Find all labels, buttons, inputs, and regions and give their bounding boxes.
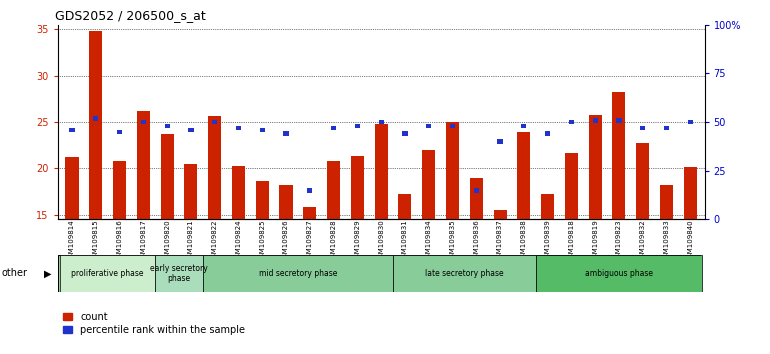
Text: GSM109836: GSM109836 — [474, 219, 479, 262]
Text: GSM109818: GSM109818 — [568, 219, 574, 262]
Text: mid secretory phase: mid secretory phase — [259, 269, 337, 278]
Bar — [660, 185, 673, 219]
Text: GSM109814: GSM109814 — [69, 219, 75, 262]
Bar — [521, 124, 527, 129]
Text: GSM109824: GSM109824 — [236, 219, 242, 262]
Bar — [156, 255, 203, 292]
Bar — [69, 127, 75, 132]
Bar — [303, 207, 316, 219]
Bar — [470, 178, 483, 219]
Bar — [474, 188, 479, 193]
Text: GSM109822: GSM109822 — [212, 219, 218, 262]
Bar — [236, 126, 241, 130]
Bar — [113, 161, 126, 219]
Bar — [60, 255, 156, 292]
Bar — [517, 132, 531, 219]
Bar — [117, 130, 122, 134]
Bar — [375, 124, 387, 219]
Text: GSM109833: GSM109833 — [664, 219, 669, 262]
Bar — [612, 92, 625, 219]
Bar — [541, 194, 554, 219]
Text: other: other — [2, 268, 28, 279]
Bar — [398, 194, 411, 219]
Text: proliferative phase: proliferative phase — [72, 269, 144, 278]
Text: GSM109838: GSM109838 — [521, 219, 527, 262]
Bar — [280, 185, 293, 219]
Text: ▶: ▶ — [44, 268, 52, 279]
Bar — [327, 161, 340, 219]
Bar — [89, 31, 102, 219]
Text: GSM109815: GSM109815 — [93, 219, 99, 262]
Text: GSM109823: GSM109823 — [616, 219, 622, 262]
Bar — [422, 150, 435, 219]
Text: GSM109826: GSM109826 — [283, 219, 289, 262]
Bar — [497, 139, 503, 144]
Bar — [351, 155, 364, 219]
Bar — [593, 118, 598, 122]
Bar — [137, 111, 150, 219]
Bar — [565, 153, 578, 219]
Bar — [450, 124, 455, 129]
Bar — [569, 120, 574, 125]
Text: late secretory phase: late secretory phase — [425, 269, 504, 278]
Bar — [536, 255, 702, 292]
Bar — [65, 158, 79, 219]
Text: GSM109840: GSM109840 — [688, 219, 693, 262]
Bar — [161, 134, 174, 219]
Bar — [256, 182, 269, 219]
Bar — [184, 164, 197, 219]
Bar — [203, 255, 393, 292]
Bar — [141, 120, 146, 125]
Text: GSM109832: GSM109832 — [640, 219, 646, 262]
Text: GSM109829: GSM109829 — [354, 219, 360, 262]
Bar — [379, 120, 383, 125]
Bar — [588, 115, 601, 219]
Text: GSM109834: GSM109834 — [426, 219, 432, 262]
Bar — [446, 122, 459, 219]
Text: GSM109835: GSM109835 — [450, 219, 456, 262]
Legend: count, percentile rank within the sample: count, percentile rank within the sample — [62, 312, 245, 335]
Bar — [616, 118, 621, 122]
Bar — [664, 126, 669, 130]
Bar — [640, 126, 645, 130]
Bar — [636, 143, 649, 219]
Text: GDS2052 / 206500_s_at: GDS2052 / 206500_s_at — [55, 9, 206, 22]
Bar — [208, 116, 221, 219]
Bar — [494, 210, 507, 219]
Text: GSM109816: GSM109816 — [116, 219, 122, 262]
Text: GSM109831: GSM109831 — [402, 219, 408, 262]
Bar — [93, 116, 99, 121]
Bar — [283, 131, 289, 136]
Text: GSM109825: GSM109825 — [259, 219, 265, 262]
Bar — [307, 188, 313, 193]
Text: early secretory
phase: early secretory phase — [150, 264, 208, 283]
Text: GSM109839: GSM109839 — [544, 219, 551, 262]
Text: GSM109827: GSM109827 — [306, 219, 313, 262]
Bar — [165, 124, 169, 129]
Text: GSM109828: GSM109828 — [330, 219, 336, 262]
Bar — [331, 126, 336, 130]
Bar — [212, 120, 217, 125]
Text: GSM109820: GSM109820 — [164, 219, 170, 262]
Text: GSM109817: GSM109817 — [140, 219, 146, 262]
Bar — [189, 127, 193, 132]
Text: ambiguous phase: ambiguous phase — [585, 269, 653, 278]
Bar — [545, 131, 551, 136]
Text: GSM109821: GSM109821 — [188, 219, 194, 262]
Text: GSM109837: GSM109837 — [497, 219, 503, 262]
Bar — [355, 124, 360, 129]
Text: GSM109819: GSM109819 — [592, 219, 598, 262]
Bar — [684, 167, 697, 219]
Bar — [232, 166, 245, 219]
Text: GSM109830: GSM109830 — [378, 219, 384, 262]
Bar — [688, 120, 693, 125]
Bar — [259, 127, 265, 132]
Bar — [402, 131, 407, 136]
Bar — [426, 124, 431, 129]
Bar — [393, 255, 536, 292]
